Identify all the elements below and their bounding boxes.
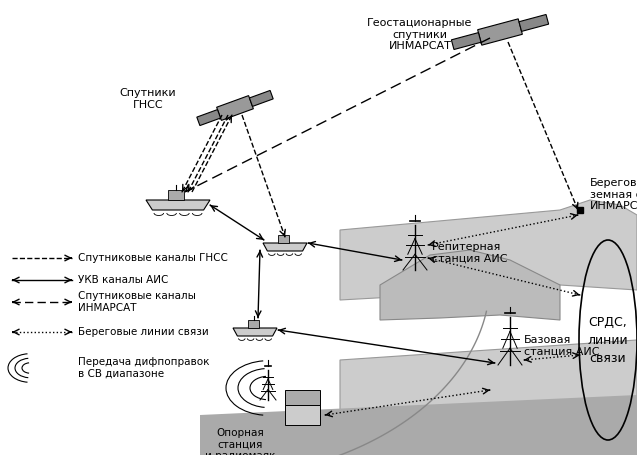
Text: Опорная
станция
и радиомаяк
дифпоправок: Опорная станция и радиомаяк дифпоправок	[203, 428, 278, 455]
Polygon shape	[478, 19, 522, 45]
Polygon shape	[168, 190, 184, 200]
Polygon shape	[197, 110, 220, 126]
Polygon shape	[248, 320, 259, 328]
Text: УКВ каналы АИС: УКВ каналы АИС	[78, 275, 168, 285]
Polygon shape	[519, 15, 548, 31]
Text: Береговые линии связи: Береговые линии связи	[78, 327, 209, 337]
Polygon shape	[380, 250, 560, 320]
Polygon shape	[452, 33, 481, 50]
Text: Передача дифпоправок
в СВ диапазоне: Передача дифпоправок в СВ диапазоне	[78, 357, 210, 379]
Polygon shape	[285, 390, 320, 405]
Polygon shape	[263, 243, 307, 251]
Polygon shape	[340, 200, 637, 300]
Polygon shape	[285, 405, 320, 425]
Polygon shape	[233, 328, 277, 336]
Text: СРДС,
линии
связи: СРДС, линии связи	[588, 315, 628, 364]
Polygon shape	[217, 96, 254, 121]
Text: Спутниковые каналы ГНСС: Спутниковые каналы ГНСС	[78, 253, 228, 263]
Polygon shape	[200, 395, 637, 455]
Polygon shape	[278, 235, 289, 243]
Text: Базовая
станция АИС: Базовая станция АИС	[524, 335, 599, 357]
Text: Береговая
земная станция
ИНМАРСАТ: Береговая земная станция ИНМАРСАТ	[590, 178, 637, 211]
Polygon shape	[340, 340, 637, 455]
Text: Репитерная
станция АИС: Репитерная станция АИС	[432, 242, 508, 263]
Text: Спутники
ГНСС: Спутники ГНСС	[120, 88, 176, 110]
Polygon shape	[250, 91, 273, 106]
Text: Геостационарные
спутники
ИНМАРСАТ: Геостационарные спутники ИНМАРСАТ	[368, 18, 473, 51]
Polygon shape	[146, 200, 210, 210]
Text: Спутниковые каналы
ИНМАРСАТ: Спутниковые каналы ИНМАРСАТ	[78, 291, 196, 313]
